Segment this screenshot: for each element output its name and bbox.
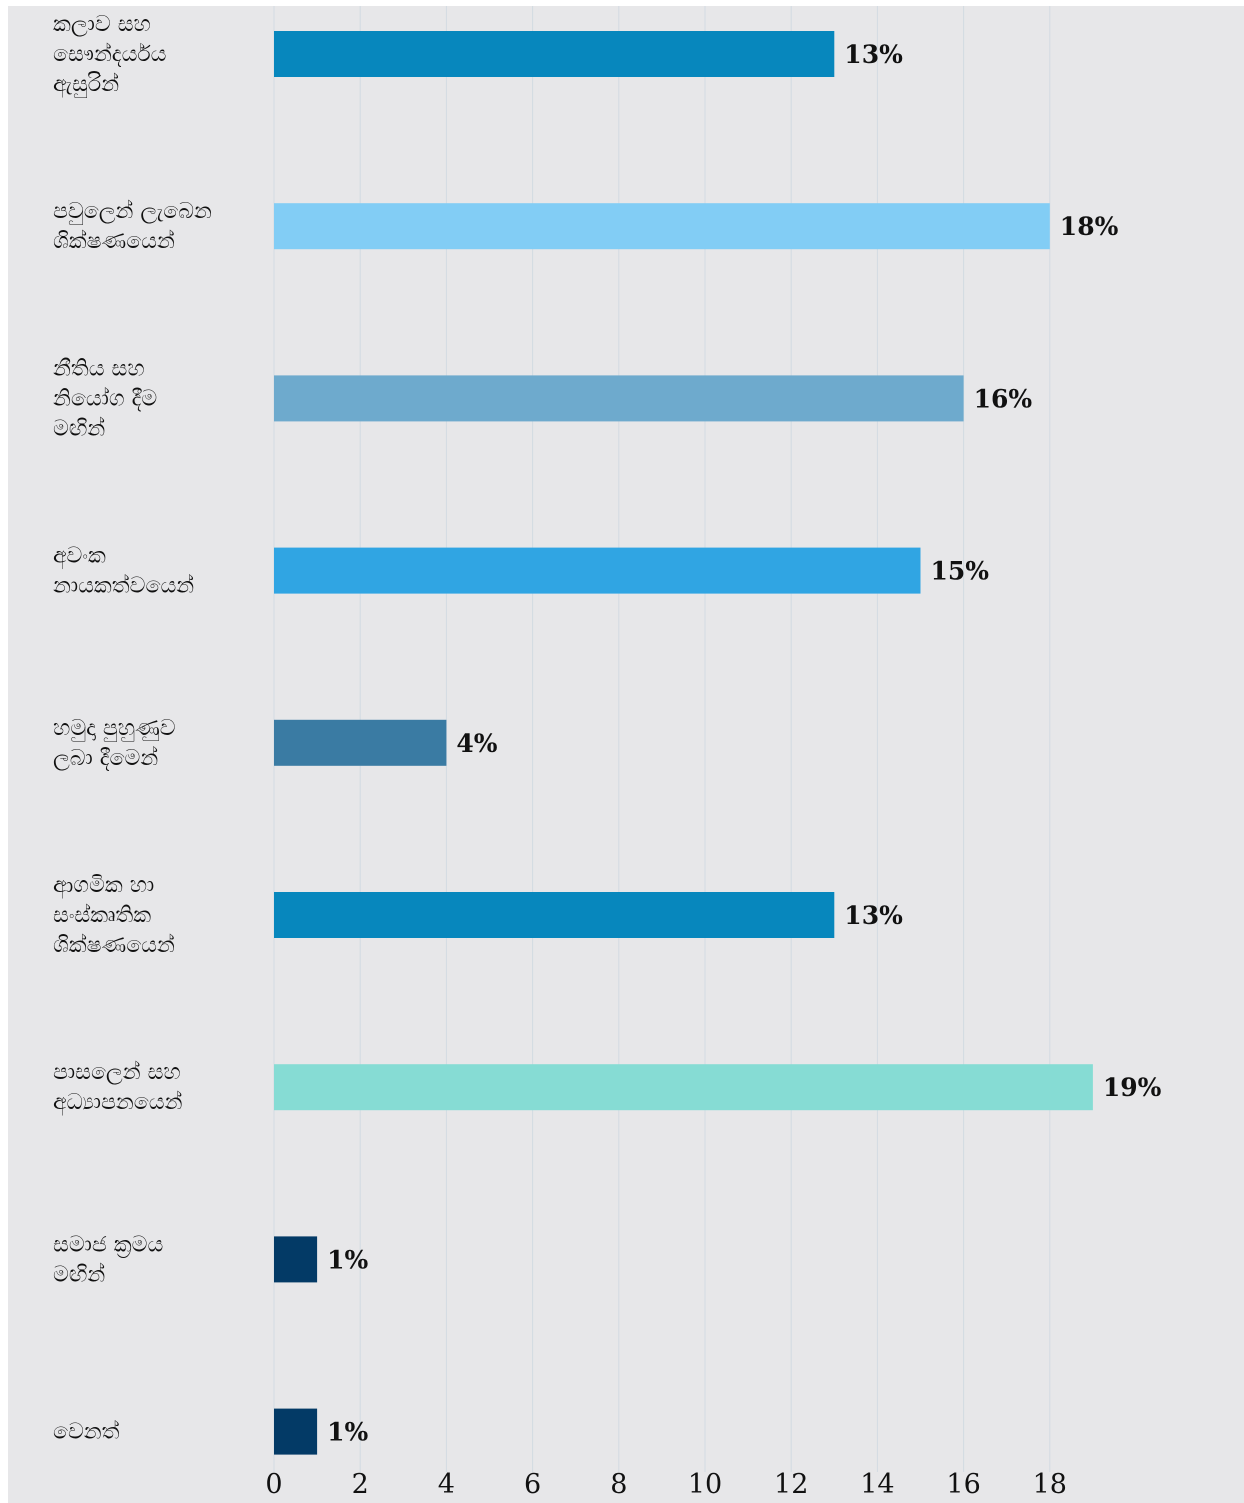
bar-chart: 13% කලාව සහ සෞන්දර්යය ඇසුරින් 18% පවුලෙන් ලැබ… [53,6,1162,1500]
bar-value-label: 13% [844,901,903,930]
bar [274,1064,1093,1111]
category-label: සමාජ ක්‍රමය මඟින් [53,1232,163,1287]
category-label-line: සෞන්දර්යය [53,42,167,67]
x-tick-label: 18 [1033,1469,1067,1500]
x-tick-label: 4 [438,1469,455,1500]
category-label: වෙනත් [53,1419,120,1444]
bar [274,203,1050,250]
x-tick-label: 2 [352,1469,369,1500]
category-label-line: නායකත්වයෙන් [53,573,194,598]
x-tick-label: 6 [524,1469,541,1500]
bar [274,375,964,422]
category-label-line: අවංක [53,544,106,570]
bar-value-label: 16% [974,384,1033,413]
x-tick-label: 10 [688,1469,722,1500]
category-label-line: පාසලෙන් සහ [53,1060,181,1085]
category-label-line: වෙනත් [53,1419,120,1444]
x-tick-label: 16 [946,1469,980,1500]
category-label: ආගමික හා සංස්කෘතික ශික්ෂණයෙන් [53,873,175,958]
category-label-line: ආගමික හා [53,873,154,899]
x-tick-label: 14 [860,1469,894,1500]
category-label: කලාව සහ සෞන්දර්යය ඇසුරින් [53,12,167,98]
bar-value-label: 1% [327,1245,368,1274]
bar [274,719,447,766]
category-label: නීතිය සහ නියෝග දීම මඟින් [53,356,157,441]
bar-value-label: 1% [327,1418,368,1447]
bar-value-label: 15% [931,557,990,586]
category-label: පාසලෙන් සහ අධ්‍යාපනයෙන් [53,1060,182,1116]
x-tick-label: 12 [774,1469,808,1500]
x-tick-label: 0 [265,1469,282,1500]
category-label: පවුලෙන් ලැබෙන ශික්ෂණයෙන් [53,199,212,254]
bar-value-label: 4% [456,729,497,758]
category-label-line: පවුලෙන් ලැබෙන [53,199,212,225]
bar [274,1408,318,1455]
bar-value-label: 13% [844,40,903,69]
category-label-line: කලාව සහ [53,12,151,37]
bar [274,31,835,77]
bar [274,1236,318,1283]
category-label-line: අධ්‍යාපනයෙන් [53,1090,182,1116]
chart-area: 13% කලාව සහ සෞන්දර්යය ඇසුරින් 18% පවුලෙන් ලැබ… [8,6,1244,1503]
category-label-line: හමුදා පුහුණුව [53,716,176,742]
category-label-line: ශික්ෂණයෙන් [53,933,175,958]
category-label-line: මඟින් [53,1262,105,1287]
category-label-line: සමාජ ක්‍රමය [53,1232,163,1258]
category-label-line: ඇසුරින් [53,71,119,98]
category-label-line: ශික්ෂණයෙන් [53,229,175,254]
category-label-line: සංස්කෘතික [53,903,151,928]
bar-value-label: 19% [1103,1073,1162,1102]
bar-value-label: 18% [1060,212,1119,241]
bar [274,892,835,938]
category-label-line: ලබා දීමෙන් [53,746,158,771]
category-label-line: නියෝග දීම [53,386,157,411]
category-label: අවංක නායකත්වයෙන් [53,544,194,599]
bar [274,547,921,594]
category-label: හමුදා පුහුණුව ලබා දීමෙන් [53,716,176,771]
x-tick-label: 8 [610,1469,627,1500]
category-label-line: නීතිය සහ [53,356,145,381]
category-label-line: මඟින් [53,416,105,441]
